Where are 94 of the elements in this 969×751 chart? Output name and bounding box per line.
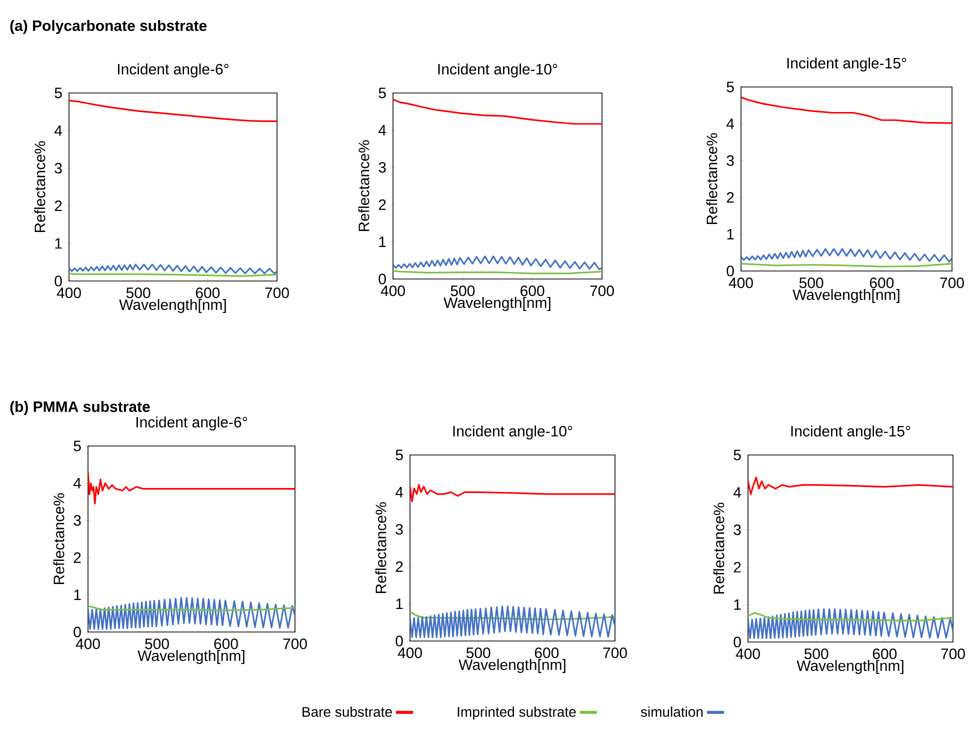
x-tick-label: 400 [56,288,81,298]
x-tick-label: 700 [603,648,627,658]
y-axis-title: Reflectance% [713,502,724,594]
legend-label: Imprinted substrate [458,706,576,720]
line-series [393,256,602,270]
y-tick-label: 5 [734,450,741,460]
x-tick-label: 600 [870,278,894,288]
y-tick-label: 4 [395,487,404,498]
legend-label: simulation [640,706,703,717]
y-tick-label: 0 [396,636,403,646]
x-tick-label: 500 [450,286,475,296]
y-tick-label: 3 [396,524,403,535]
chart-title: Incident angle-6° [118,63,228,78]
y-tick-label: 2 [726,192,734,203]
y-tick-label: 4 [54,125,62,136]
y-tick-label: 2 [54,200,62,212]
y-tick-label: 0 [726,266,734,276]
y-tick-label: 3 [734,524,741,536]
x-tick-label: 700 [941,648,965,660]
x-tick-label: 500 [126,288,150,298]
x-axis-title: Wavelength[nm] [119,299,226,313]
x-tick-label: 500 [145,638,169,650]
line-series [741,96,952,124]
x-tick-label: 400 [736,648,760,660]
x-axis-title: Wavelength[nm] [444,297,550,311]
chart-title: Incident angle-10° [438,63,558,78]
y-tick-label: 1 [396,598,403,609]
y-tick-label: 3 [54,162,62,174]
line-series [748,608,953,640]
x-tick-label: 500 [799,278,824,288]
x-tick-label: 700 [590,286,614,296]
x-tick-label: 400 [76,638,100,650]
line-series [748,612,953,622]
x-tick-label: 600 [520,286,544,296]
x-tick-label: 700 [265,288,289,298]
chart-title: Incident angle-15° [787,57,906,72]
line-series [69,100,278,122]
y-tick-label: 5 [726,82,734,92]
y-axis-title: Reflectance% [375,502,386,594]
chart-title: Incident angle-6° [136,416,247,430]
x-tick-label: 600 [196,288,220,298]
legend-label: Bare substrate [302,706,392,717]
y-tick-label: 0 [54,276,62,286]
x-tick-label: 400 [380,286,405,296]
x-tick-label: 500 [804,648,828,660]
x-axis-title: Wavelength[nm] [458,659,566,673]
y-tick-label: 2 [396,561,403,572]
line-series [748,476,953,496]
text: (b) PMMA substrate [10,401,150,415]
line-series [88,596,295,630]
x-tick-label: 400 [398,648,422,658]
y-tick-label: 3 [378,162,386,173]
y-tick-label: 1 [55,238,62,249]
y-tick-label: 5 [396,450,403,460]
x-tick-label: 600 [214,638,238,650]
y-axis-title: Reflectance% [34,141,46,232]
x-tick-label: 700 [283,638,307,650]
y-tick-label: 4 [726,118,734,129]
x-tick-label: 400 [728,278,753,288]
text: (a) Polycarbonate substrate [10,20,207,34]
y-axis-title: Reflectance% [358,140,370,232]
y-tick-label: 2 [74,552,81,563]
y-tick-label: 4 [733,487,742,498]
y-tick-label: 1 [734,599,741,610]
x-axis-title: Wavelength[nm] [138,650,244,664]
y-tick-label: 5 [54,88,62,98]
y-tick-label: 1 [727,229,734,240]
x-tick-label: 600 [534,648,559,658]
y-tick-label: 1 [379,236,386,247]
y-tick-label: 4 [378,125,386,136]
y-tick-label: 0 [734,636,741,648]
line-series [741,248,952,263]
y-tick-label: 5 [378,88,386,98]
y-axis-title: Reflectance% [706,133,718,224]
y-tick-label: 1 [74,590,81,600]
line-series [69,264,278,274]
y-tick-label: 0 [74,626,81,638]
y-tick-label: 3 [74,515,81,526]
y-tick-label: 0 [378,274,386,284]
y-tick-label: 3 [726,155,734,166]
chart-title: Incident angle-15° [791,425,910,440]
line-series [393,98,602,125]
y-tick-label: 2 [734,562,741,572]
line-series [410,606,615,638]
x-axis-title: Wavelength[nm] [792,289,900,303]
x-axis-title: Wavelength[nm] [796,660,904,674]
y-axis-title: Reflectance% [53,493,64,584]
x-tick-label: 700 [940,278,964,288]
y-tick-label: 4 [73,478,82,488]
x-tick-label: 600 [872,648,897,660]
chart-title: Incident angle-10° [453,425,572,440]
x-tick-label: 500 [466,648,490,658]
y-tick-label: 2 [378,199,386,210]
y-tick-label: 5 [74,440,81,452]
